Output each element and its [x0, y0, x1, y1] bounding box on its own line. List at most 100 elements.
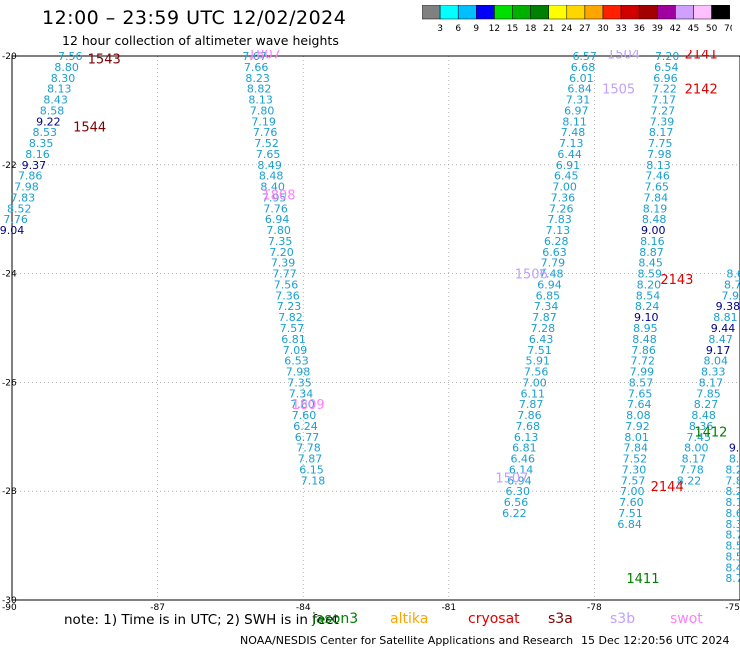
wave-height-value: 6.91: [556, 159, 581, 172]
wave-height-value: 9.38: [716, 300, 740, 313]
latitude-tick-label: -20: [2, 52, 17, 62]
wave-height-value: 7.78: [296, 442, 321, 455]
wave-height-value: 7.65: [256, 148, 281, 161]
legend-item-swot: swot: [670, 611, 703, 627]
wave-height-value: 8.48: [642, 213, 667, 226]
wave-height-value: 8.61: [725, 507, 740, 520]
wave-height-value: 7.87: [298, 453, 323, 466]
wave-height-value: 6.46: [510, 453, 535, 466]
wave-height-value: 7.86: [631, 344, 656, 357]
wave-height-value: 8.59: [637, 268, 662, 281]
wave-height-value: 7.00: [522, 376, 547, 389]
pass-number-label: 2141: [685, 47, 718, 62]
wave-height-value: 8.50: [725, 550, 740, 563]
wave-height-value: 7.56: [274, 278, 299, 291]
wave-height-value: 7.19: [251, 115, 276, 128]
wave-height-value: 7.84: [644, 191, 669, 204]
wave-height-value: 6.63: [542, 246, 567, 259]
wave-height-value: 9.00: [641, 224, 666, 237]
wave-height-value: 8.59: [725, 540, 740, 553]
pass-number-label: 2144: [651, 480, 684, 495]
wave-height-value: 9.44: [711, 322, 736, 335]
wave-height-value: 8.6: [729, 453, 740, 466]
wave-height-value: 7.48: [539, 268, 564, 281]
longitude-tick-label: -81: [441, 603, 456, 610]
pass-number-label: 1506: [515, 268, 548, 283]
wave-height-value: 8.17: [699, 376, 724, 389]
legend-item-s3a: s3a: [548, 611, 573, 627]
wave-height-value: 7.86: [18, 170, 43, 183]
wave-height-value: 8.17: [649, 126, 674, 139]
legend-item-jason3: jason3: [312, 611, 359, 627]
wave-height-value: 6.22: [502, 507, 527, 520]
wave-height-value: 6.30: [505, 485, 530, 498]
wave-height-value: 8.13: [646, 159, 671, 172]
wave-height-value: 8.74: [725, 529, 740, 542]
wave-height-value: 8.45: [638, 257, 663, 270]
wave-height-value: 7.60: [290, 398, 315, 411]
wave-height-value: 8.16: [25, 148, 50, 161]
latitude-tick-label: -26: [2, 378, 17, 388]
wave-height-value: 7.57: [280, 322, 305, 335]
longitude-tick-label: -75: [725, 603, 740, 610]
wave-height-value: 8.6: [726, 268, 740, 281]
colorbar-label: 24: [561, 24, 573, 34]
wave-height-value: 8.7: [724, 278, 740, 291]
wave-height-value: 7.98: [14, 181, 39, 194]
wave-height-value: 9.37: [22, 159, 47, 172]
wave-height-value: 9.04: [0, 224, 24, 237]
colorbar-label: 18: [525, 24, 537, 34]
pass-number-label: 1507: [495, 472, 528, 487]
wave-height-value: 8.17: [682, 453, 707, 466]
wave-height-value: 8.33: [701, 366, 726, 379]
wave-height-value: 6.11: [521, 387, 546, 400]
wave-height-value: 6.44: [557, 148, 582, 161]
generation-timestamp: 15 Dec 12:20:56 UTC 2024: [581, 634, 730, 647]
wave-height-value: 7.92: [625, 420, 650, 433]
wave-height-value: 7.80: [266, 224, 291, 237]
pass-number-label: 1808: [262, 189, 295, 204]
wave-height-value: 6.68: [571, 61, 596, 74]
latitude-tick-label: -22: [2, 161, 17, 171]
wave-height-value: 8.19: [725, 496, 740, 509]
wave-height-value: 8.75: [725, 572, 740, 585]
page-title: 12:00 – 23:59 UTC 12/02/2024: [42, 7, 347, 29]
wave-height-value: 8.23: [725, 463, 740, 476]
wave-height-value: 7.83: [11, 191, 36, 204]
wave-height-value: 8.27: [694, 398, 719, 411]
wave-height-value: 8.49: [257, 159, 282, 172]
wave-height-value: 6.94: [265, 213, 290, 226]
wave-height-value: 7.39: [271, 257, 296, 270]
wave-height-value: 7.87: [532, 311, 557, 324]
wave-height-value: 8.24: [635, 300, 660, 313]
wave-height-value: 8.52: [7, 202, 32, 215]
wave-height-value: 7.26: [549, 202, 574, 215]
wave-height-value: 7.65: [644, 181, 669, 194]
wave-height-value: 6.01: [569, 72, 594, 85]
wave-height-value: 7.60: [292, 409, 317, 422]
wave-height-value: 7.95: [262, 191, 287, 204]
colorbar-label: 21: [543, 24, 554, 34]
wave-height-value: 7.56: [58, 50, 83, 63]
wave-height-value: 8.48: [725, 561, 740, 574]
wave-height-value: 9.17: [706, 344, 731, 357]
pass-number-label: 1504: [607, 47, 640, 62]
wave-height-value: 7.51: [618, 507, 643, 520]
footer-note: note: 1) Time is in UTC; 2) SWH is in fe…: [64, 612, 339, 628]
longitude-tick-label: -90: [2, 603, 17, 610]
wave-height-map: -90 -87 -84 -81 -78 -75 -20 -22 -24 -26 -28 -30 7.5…: [0, 47, 740, 610]
wave-height-value: 7.18: [301, 474, 326, 487]
wave-height-value: 8.16: [640, 235, 665, 248]
colorbar-label: 50: [706, 24, 718, 34]
wave-height-value: 8.19: [643, 202, 668, 215]
wave-height-value: 6.94: [507, 474, 532, 487]
wave-height-value: 7.45: [686, 431, 711, 444]
wave-height-value: 6.28: [544, 235, 569, 248]
pass-number-label: 1544: [73, 121, 106, 136]
wave-height-value: 7.52: [254, 137, 279, 150]
wave-height-value: 8.20: [637, 278, 662, 291]
legend-item-altika: altika: [390, 611, 429, 627]
pass-number-label: 2143: [660, 273, 693, 288]
pass-number-label: 1505: [602, 83, 635, 98]
wave-height-value: 6.54: [654, 61, 679, 74]
